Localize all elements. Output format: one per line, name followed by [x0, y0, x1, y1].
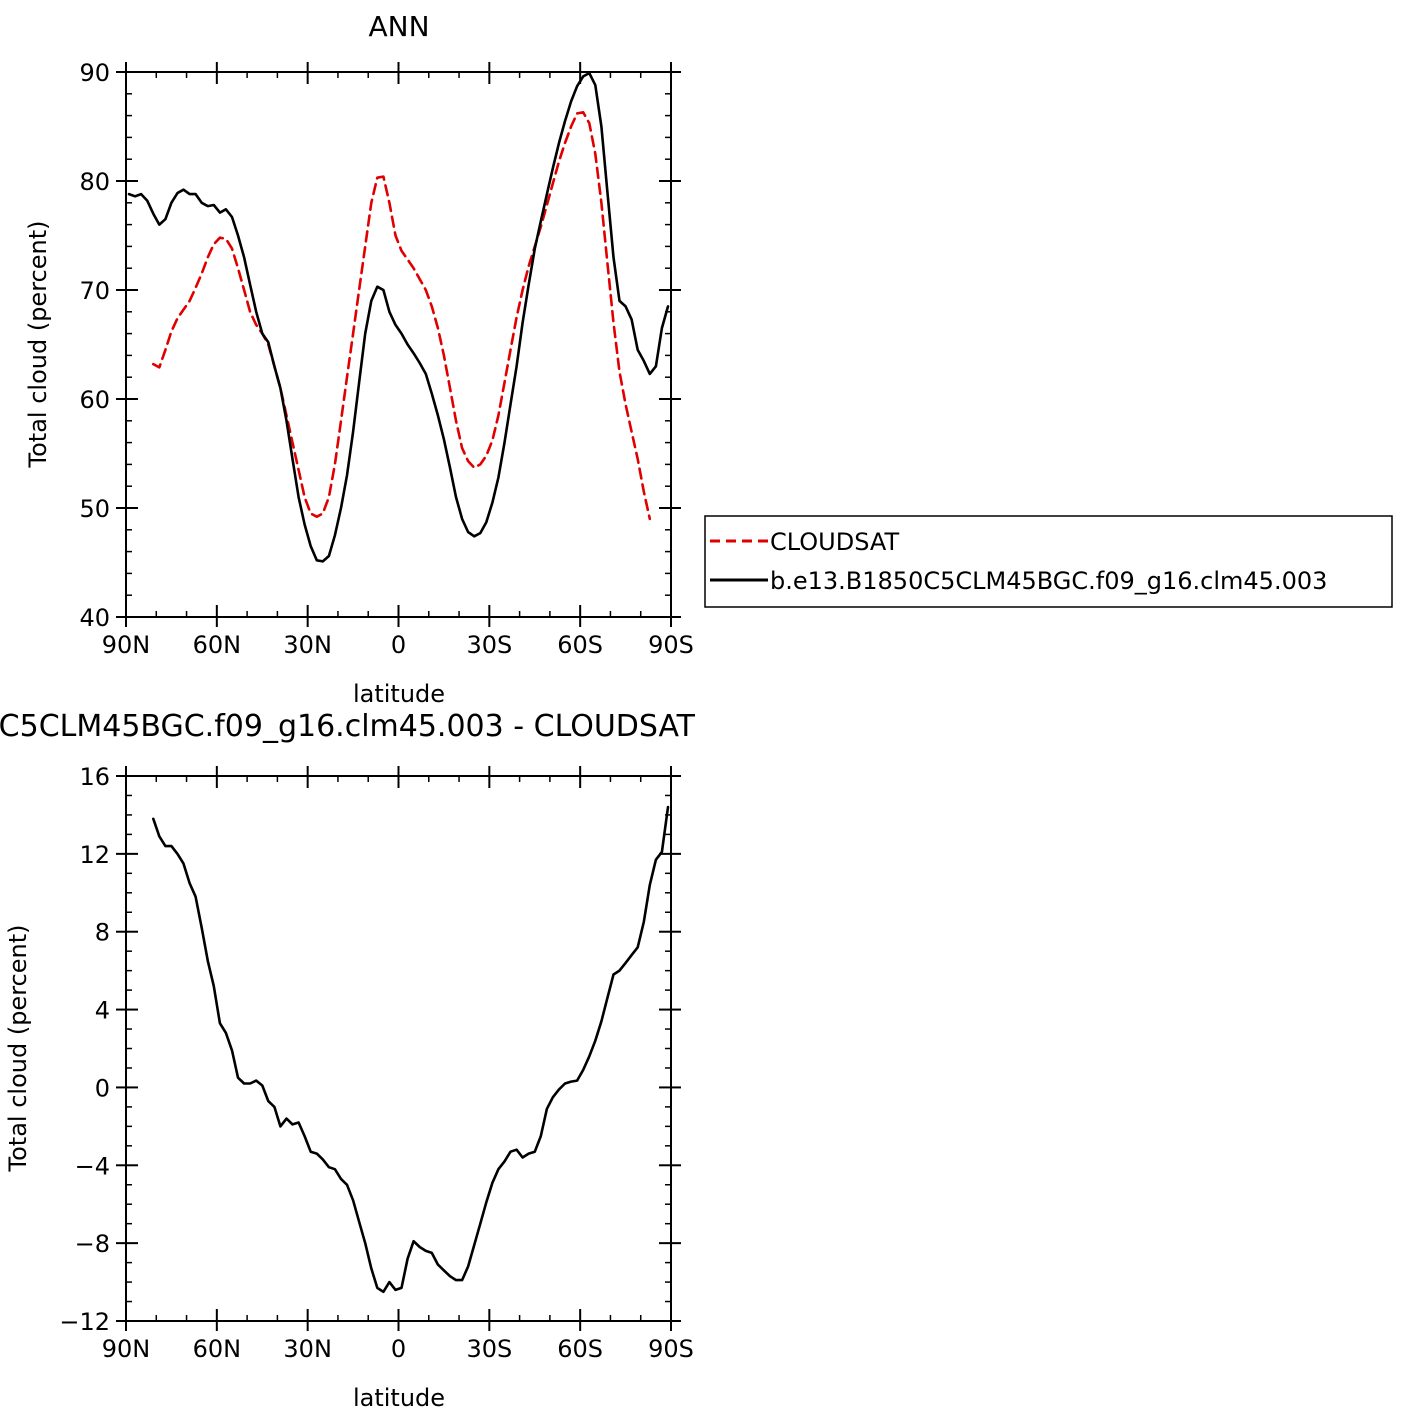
x-tick-label: 0 — [391, 1335, 406, 1363]
x-tick-label: 90N — [102, 1335, 151, 1363]
top-panel-tick-labels: 90N 60N 30N 0 30S 60S 90S 40 50 60 70 80 90 — [79, 59, 693, 659]
y-tick-label: 90 — [79, 59, 110, 87]
y-tick-label: 12 — [79, 841, 110, 869]
series-line-cloudsat — [152, 111, 652, 521]
x-tick-label: 60S — [557, 631, 603, 659]
x-tick-label: 30S — [466, 1335, 512, 1363]
top-panel-y-axis-label: Total cloud (percent) — [24, 221, 52, 469]
top-panel-ticks — [116, 62, 681, 627]
x-tick-label: 90S — [648, 631, 694, 659]
y-tick-label: 50 — [79, 495, 110, 523]
y-tick-label: 0 — [95, 1074, 110, 1102]
series-line-difference — [152, 805, 670, 1294]
x-tick-label: 0 — [391, 631, 406, 659]
bottom-panel-ticks — [116, 766, 681, 1331]
bottom-panel-series — [152, 805, 670, 1294]
bottom-panel-tick-labels: 90N 60N 30N 0 30S 60S 90S −12 −8 −4 0 4 8 12 16 — [59, 763, 694, 1363]
bottom-panel-title: b.e13.B1850C5CLM45BGC.f09_g16.clm45.003 … — [0, 709, 696, 744]
y-tick-label: 60 — [79, 386, 110, 414]
x-tick-label: 30N — [283, 631, 332, 659]
x-tick-label: 60S — [557, 1335, 603, 1363]
top-panel: ANN 90N 60N 30N 0 30S 60S 90S 40 50 60 70 80 90 lati… — [24, 10, 694, 708]
y-tick-label: 8 — [95, 919, 110, 947]
legend: CLOUDSAT b.e13.B1850C5CLM45BGC.f09_g16.c… — [704, 515, 1393, 608]
bottom-panel-x-axis-label: latitude — [353, 1384, 445, 1412]
top-panel-series — [127, 71, 670, 563]
series-line-model — [127, 71, 670, 563]
y-tick-label: −8 — [75, 1230, 110, 1258]
y-tick-label: 4 — [95, 997, 110, 1025]
y-tick-label: 80 — [79, 168, 110, 196]
x-tick-label: 30S — [466, 631, 512, 659]
top-panel-x-axis-label: latitude — [353, 680, 445, 708]
x-tick-label: 60N — [193, 1335, 242, 1363]
y-tick-label: 16 — [79, 763, 110, 791]
top-panel-plot-frame — [125, 71, 672, 618]
legend-label-model: b.e13.B1850C5CLM45BGC.f09_g16.clm45.003 — [770, 567, 1327, 595]
x-tick-label: 90S — [648, 1335, 694, 1363]
x-tick-label: 90N — [102, 631, 151, 659]
bottom-panel: b.e13.B1850C5CLM45BGC.f09_g16.clm45.003 … — [0, 709, 696, 1412]
legend-box — [704, 515, 1393, 608]
top-panel-title: ANN — [368, 10, 429, 43]
x-tick-label: 60N — [193, 631, 242, 659]
y-tick-label: −4 — [75, 1152, 110, 1180]
legend-label-cloudsat: CLOUDSAT — [770, 528, 899, 556]
x-tick-label: 30N — [283, 1335, 332, 1363]
y-tick-label: 70 — [79, 277, 110, 305]
y-tick-label: −12 — [59, 1308, 110, 1336]
y-tick-label: 40 — [79, 604, 110, 632]
bottom-panel-plot-frame — [125, 775, 672, 1322]
bottom-panel-y-axis-label: Total cloud (percent) — [4, 925, 32, 1173]
